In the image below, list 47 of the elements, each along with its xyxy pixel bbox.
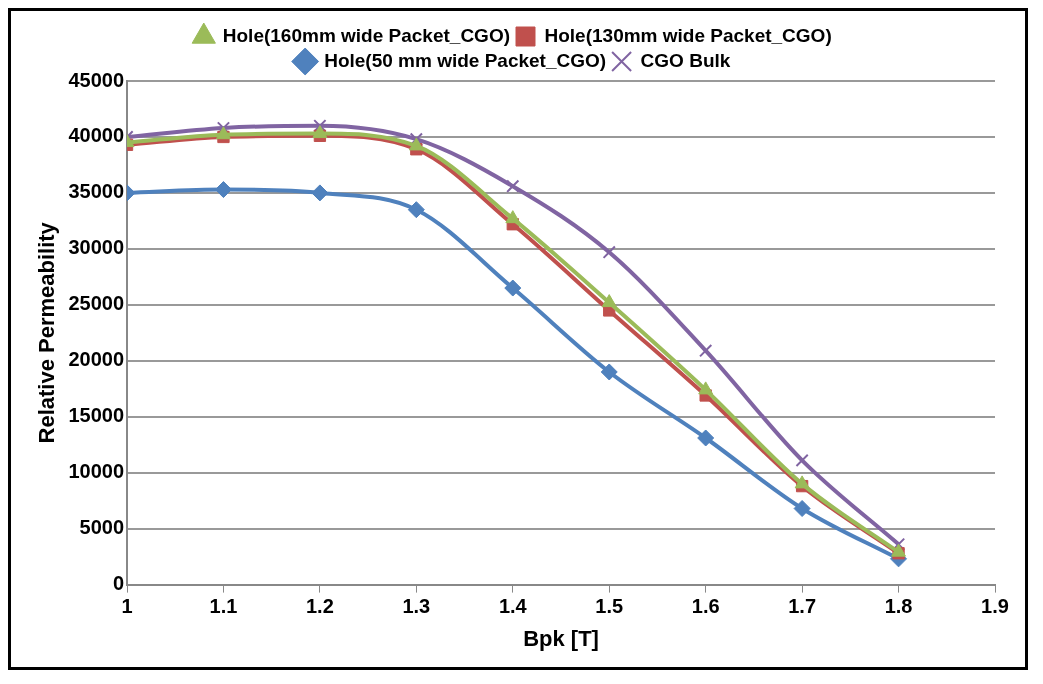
point bbox=[600, 363, 618, 381]
x-tick-label: 1 bbox=[121, 595, 133, 618]
y-tick-label: 40000 bbox=[68, 124, 125, 147]
x-tick-label: 1.7 bbox=[788, 595, 817, 618]
point bbox=[505, 210, 521, 224]
point bbox=[891, 543, 906, 557]
point bbox=[601, 294, 617, 308]
y-tick-label: 25000 bbox=[68, 292, 125, 315]
point bbox=[312, 125, 328, 139]
y-tick-label: 0 bbox=[112, 572, 125, 595]
y-tick-label: 15000 bbox=[68, 404, 125, 427]
legend-label: Hole(130mm wide Packet_CGO) bbox=[544, 24, 832, 46]
y-tick-label: 35000 bbox=[68, 180, 125, 203]
y-tick-label: 30000 bbox=[68, 236, 125, 259]
point bbox=[313, 119, 327, 133]
point bbox=[602, 245, 616, 259]
x-tick-label: 1.1 bbox=[209, 595, 238, 618]
x-axis-title: Bpk [T] bbox=[523, 625, 599, 651]
point bbox=[504, 279, 522, 297]
point bbox=[214, 181, 232, 199]
point bbox=[407, 201, 425, 219]
point bbox=[506, 179, 520, 193]
point bbox=[216, 126, 231, 140]
y-tick-label: 10000 bbox=[68, 460, 125, 483]
point bbox=[697, 429, 715, 447]
point bbox=[793, 500, 811, 517]
point bbox=[409, 132, 423, 146]
point bbox=[699, 344, 713, 358]
x-tick-label: 1.8 bbox=[884, 595, 913, 618]
x-tick-label: 1.6 bbox=[691, 595, 720, 618]
point bbox=[698, 381, 714, 395]
x-tick-label: 1.5 bbox=[595, 595, 624, 618]
x-tick-label: 1.3 bbox=[402, 595, 431, 618]
legend-label: Hole(160mm wide Packet_CGO) bbox=[222, 24, 510, 46]
point bbox=[795, 453, 809, 468]
point bbox=[794, 475, 810, 489]
y-axis-title: Relative Permeability bbox=[34, 221, 60, 444]
x-tick-label: 1.9 bbox=[981, 595, 1009, 618]
point bbox=[408, 137, 424, 151]
x-tick-label: 1.2 bbox=[305, 595, 334, 618]
point bbox=[311, 184, 329, 202]
legend-label: Hole(50 mm wide Packet_CGO) bbox=[324, 49, 607, 71]
x-tick-label: 1.4 bbox=[498, 595, 528, 618]
y-tick-label: 5000 bbox=[79, 516, 125, 539]
y-tick-label: 20000 bbox=[68, 348, 125, 371]
legend-label: CGO Bulk bbox=[640, 49, 731, 71]
y-tick-label: 45000 bbox=[68, 68, 125, 91]
